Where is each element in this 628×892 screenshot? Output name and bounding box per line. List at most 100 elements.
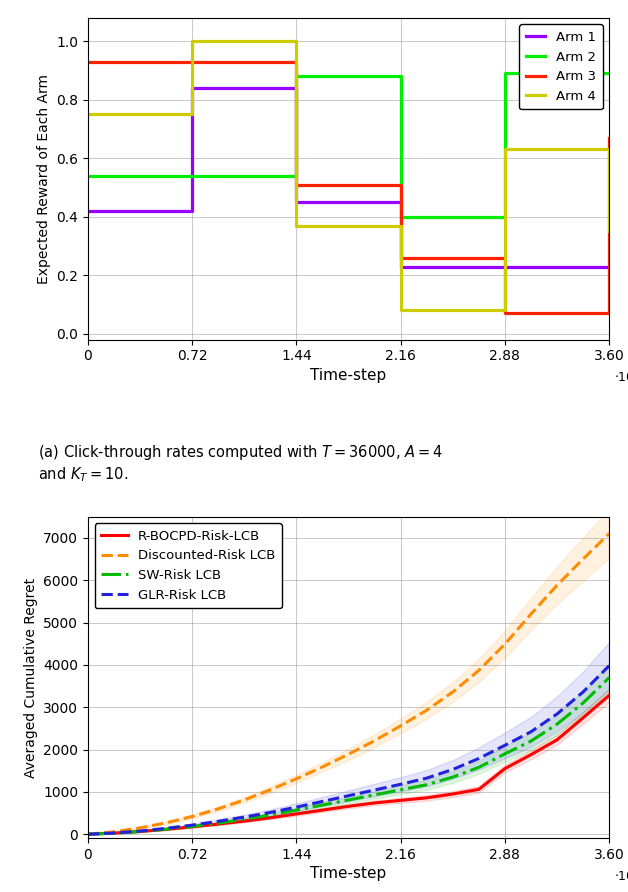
SW-Risk LCB	[553, 719, 561, 730]
Text: $\cdot10^4$: $\cdot10^4$	[614, 867, 628, 884]
Discounted-Risk LCB	[136, 822, 144, 833]
X-axis label: Time-step: Time-step	[310, 368, 387, 383]
R-BOCPD-Risk-LCB	[397, 795, 404, 805]
Arm 3	[501, 252, 509, 263]
Arm 3	[293, 56, 300, 67]
SW-Risk LCB	[215, 818, 222, 829]
SW-Risk LCB	[293, 805, 300, 815]
Arm 4	[188, 109, 196, 120]
R-BOCPD-Risk-LCB	[449, 789, 457, 799]
Discounted-Risk LCB	[501, 639, 509, 649]
Arm 2	[84, 170, 92, 181]
R-BOCPD-Risk-LCB	[293, 808, 300, 819]
GLR-Risk LCB	[528, 726, 535, 737]
Text: (a) Click-through rates computed with $T = 36000$, $A = 4$
and $K_T = 10$.: (a) Click-through rates computed with $T…	[38, 443, 443, 483]
Text: $\cdot10^4$: $\cdot10^4$	[614, 368, 628, 385]
Discounted-Risk LCB	[111, 826, 118, 837]
Discounted-Risk LCB	[267, 784, 274, 795]
SW-Risk LCB	[267, 810, 274, 821]
Arm 2	[397, 71, 404, 82]
Discounted-Risk LCB	[345, 749, 352, 760]
Discounted-Risk LCB	[475, 665, 483, 676]
R-BOCPD-Risk-LCB	[475, 784, 483, 795]
SW-Risk LCB	[580, 698, 587, 708]
GLR-Risk LCB	[293, 802, 300, 813]
SW-Risk LCB	[188, 821, 196, 831]
R-BOCPD-Risk-LCB	[162, 824, 170, 835]
R-BOCPD-Risk-LCB	[423, 792, 431, 803]
Arm 1	[188, 205, 196, 216]
Arm 3	[397, 252, 404, 263]
GLR-Risk LCB	[84, 829, 92, 839]
Legend: R-BOCPD-Risk-LCB, Discounted-Risk LCB, SW-Risk LCB, GLR-Risk LCB: R-BOCPD-Risk-LCB, Discounted-Risk LCB, S…	[95, 524, 282, 608]
Arm 4	[293, 220, 300, 231]
Arm 2	[501, 68, 509, 78]
Arm 4	[188, 36, 196, 46]
Arm 3	[605, 132, 613, 143]
Arm 4	[397, 220, 404, 231]
R-BOCPD-Risk-LCB	[84, 829, 92, 839]
GLR-Risk LCB	[111, 828, 118, 838]
Arm 4	[605, 145, 613, 155]
GLR-Risk LCB	[580, 687, 587, 698]
SW-Risk LCB	[345, 795, 352, 805]
Line: Arm 3: Arm 3	[88, 62, 609, 313]
SW-Risk LCB	[475, 762, 483, 772]
Arm 1	[84, 205, 92, 216]
GLR-Risk LCB	[605, 660, 613, 671]
R-BOCPD-Risk-LCB	[501, 764, 509, 774]
R-BOCPD-Risk-LCB	[267, 813, 274, 823]
GLR-Risk LCB	[397, 779, 404, 789]
GLR-Risk LCB	[136, 826, 144, 837]
GLR-Risk LCB	[553, 708, 561, 719]
GLR-Risk LCB	[449, 764, 457, 775]
X-axis label: Time-step: Time-step	[310, 866, 387, 881]
Arm 4	[501, 305, 509, 316]
SW-Risk LCB	[449, 772, 457, 782]
Legend: Arm 1, Arm 2, Arm 3, Arm 4: Arm 1, Arm 2, Arm 3, Arm 4	[519, 24, 602, 110]
Line: Arm 4: Arm 4	[88, 41, 609, 310]
GLR-Risk LCB	[188, 820, 196, 830]
GLR-Risk LCB	[267, 807, 274, 818]
R-BOCPD-Risk-LCB	[371, 797, 378, 808]
GLR-Risk LCB	[319, 796, 327, 806]
SW-Risk LCB	[111, 828, 118, 838]
Discounted-Risk LCB	[553, 580, 561, 591]
Arm 3	[605, 308, 613, 318]
GLR-Risk LCB	[345, 790, 352, 801]
R-BOCPD-Risk-LCB	[319, 805, 327, 815]
Arm 4	[501, 145, 509, 155]
Y-axis label: Expected Reward of Each Arm: Expected Reward of Each Arm	[36, 74, 51, 284]
R-BOCPD-Risk-LCB	[528, 749, 535, 760]
Arm 2	[605, 68, 613, 78]
SW-Risk LCB	[319, 799, 327, 810]
Discounted-Risk LCB	[397, 721, 404, 731]
Line: Arm 2: Arm 2	[88, 73, 609, 217]
Discounted-Risk LCB	[215, 804, 222, 814]
SW-Risk LCB	[501, 748, 509, 759]
Discounted-Risk LCB	[241, 795, 248, 805]
Y-axis label: Averaged Cumulative Regret: Averaged Cumulative Regret	[23, 577, 38, 778]
GLR-Risk LCB	[423, 772, 431, 783]
Arm 1	[188, 83, 196, 94]
SW-Risk LCB	[605, 673, 613, 683]
Arm 2	[293, 71, 300, 82]
GLR-Risk LCB	[501, 740, 509, 751]
SW-Risk LCB	[84, 829, 92, 839]
R-BOCPD-Risk-LCB	[580, 713, 587, 723]
R-BOCPD-Risk-LCB	[553, 734, 561, 745]
Arm 1	[293, 83, 300, 94]
Arm 4	[84, 109, 92, 120]
SW-Risk LCB	[528, 736, 535, 747]
R-BOCPD-Risk-LCB	[136, 826, 144, 837]
Line: GLR-Risk LCB: GLR-Risk LCB	[88, 665, 609, 834]
Arm 2	[397, 211, 404, 222]
Discounted-Risk LCB	[84, 829, 92, 839]
Line: Discounted-Risk LCB: Discounted-Risk LCB	[88, 533, 609, 834]
Arm 1	[293, 197, 300, 208]
Discounted-Risk LCB	[162, 817, 170, 828]
R-BOCPD-Risk-LCB	[111, 828, 118, 838]
Arm 4	[605, 226, 613, 236]
SW-Risk LCB	[136, 826, 144, 837]
Arm 2	[293, 170, 300, 181]
